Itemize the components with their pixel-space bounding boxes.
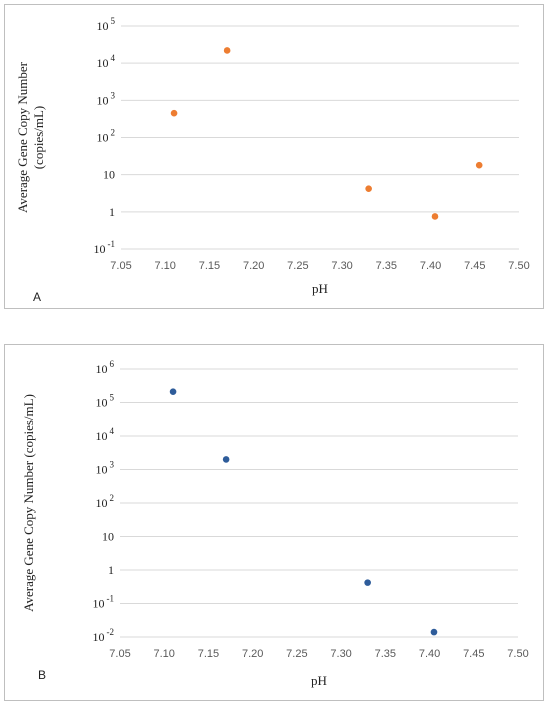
x-tick-label: 7.50 [507, 648, 528, 660]
x-tick-label: 7.45 [464, 260, 485, 272]
data-point [475, 161, 483, 169]
panel-label: B [38, 668, 46, 682]
x-tick-label: 7.35 [375, 648, 396, 660]
data-point [222, 456, 230, 463]
x-tick-label: 7.45 [463, 648, 484, 660]
y-tick-label: 10 -1 [94, 239, 116, 256]
chart-panel-a: 10 5 10 4 10 3 10 2 10 1 10 -1 7.05 7.10 7.15 7.20 7.25 7… [4, 4, 544, 309]
x-tick-label: 7.35 [376, 260, 397, 272]
x-tick-label: 7.10 [154, 648, 175, 660]
y-tick-label: 10 5 [96, 393, 115, 410]
y-tick-label: 10 -1 [93, 594, 115, 611]
panel-label: A [33, 290, 41, 304]
x-tick-label: 7.15 [198, 648, 219, 660]
x-tick-label: 7.40 [420, 260, 441, 272]
data-point [430, 628, 438, 636]
chart-panel-b: 10 6 10 5 10 4 10 3 10 2 10 1 10 -1 10 -2 7.05 7.10 7.15 7.… [4, 344, 544, 701]
x-tick-label: 7.15 [199, 260, 220, 272]
data-point [365, 185, 372, 192]
y-tick-label: 10 4 [97, 53, 116, 70]
y-tick-label: 1 [109, 205, 115, 219]
x-tick-label: 7.30 [330, 648, 351, 660]
x-axis-title: pH [312, 281, 328, 296]
data-point [170, 109, 178, 117]
x-tick-label: 7.20 [243, 260, 264, 272]
y-tick-label: 10 [102, 530, 114, 544]
y-tick-label: 10 2 [96, 493, 115, 510]
x-tick-label: 7.25 [286, 648, 307, 660]
x-tick-label: 7.10 [155, 260, 176, 272]
y-tick-label: 1 [108, 563, 114, 577]
data-point [223, 47, 231, 54]
data-point [364, 579, 371, 586]
x-tick-label: 7.20 [242, 648, 263, 660]
y-tick-label: 10 5 [97, 16, 116, 33]
y-axis-title: Average Gene Copy Number [15, 61, 30, 213]
x-axis-title: pH [311, 673, 327, 688]
y-tick-label: 10 -2 [93, 627, 115, 644]
y-tick-label: 10 4 [96, 426, 115, 443]
x-tick-label: 7.30 [331, 260, 352, 272]
y-axis-title: (copies/mL) [31, 106, 46, 170]
x-tick-label: 7.05 [110, 260, 131, 272]
x-tick-label: 7.40 [419, 648, 440, 660]
y-axis-title: Average Gene Copy Number (copies/mL) [21, 394, 36, 612]
y-tick-label: 10 2 [97, 128, 116, 145]
x-tick-label: 7.50 [508, 260, 529, 272]
y-tick-label: 10 3 [96, 460, 115, 477]
data-point [169, 388, 177, 396]
x-tick-label: 7.25 [287, 260, 308, 272]
y-tick-label: 10 3 [97, 90, 116, 107]
data-point [431, 213, 439, 220]
y-tick-label: 10 6 [96, 359, 115, 376]
y-tick-label: 10 [103, 168, 115, 182]
x-tick-label: 7.05 [109, 648, 130, 660]
